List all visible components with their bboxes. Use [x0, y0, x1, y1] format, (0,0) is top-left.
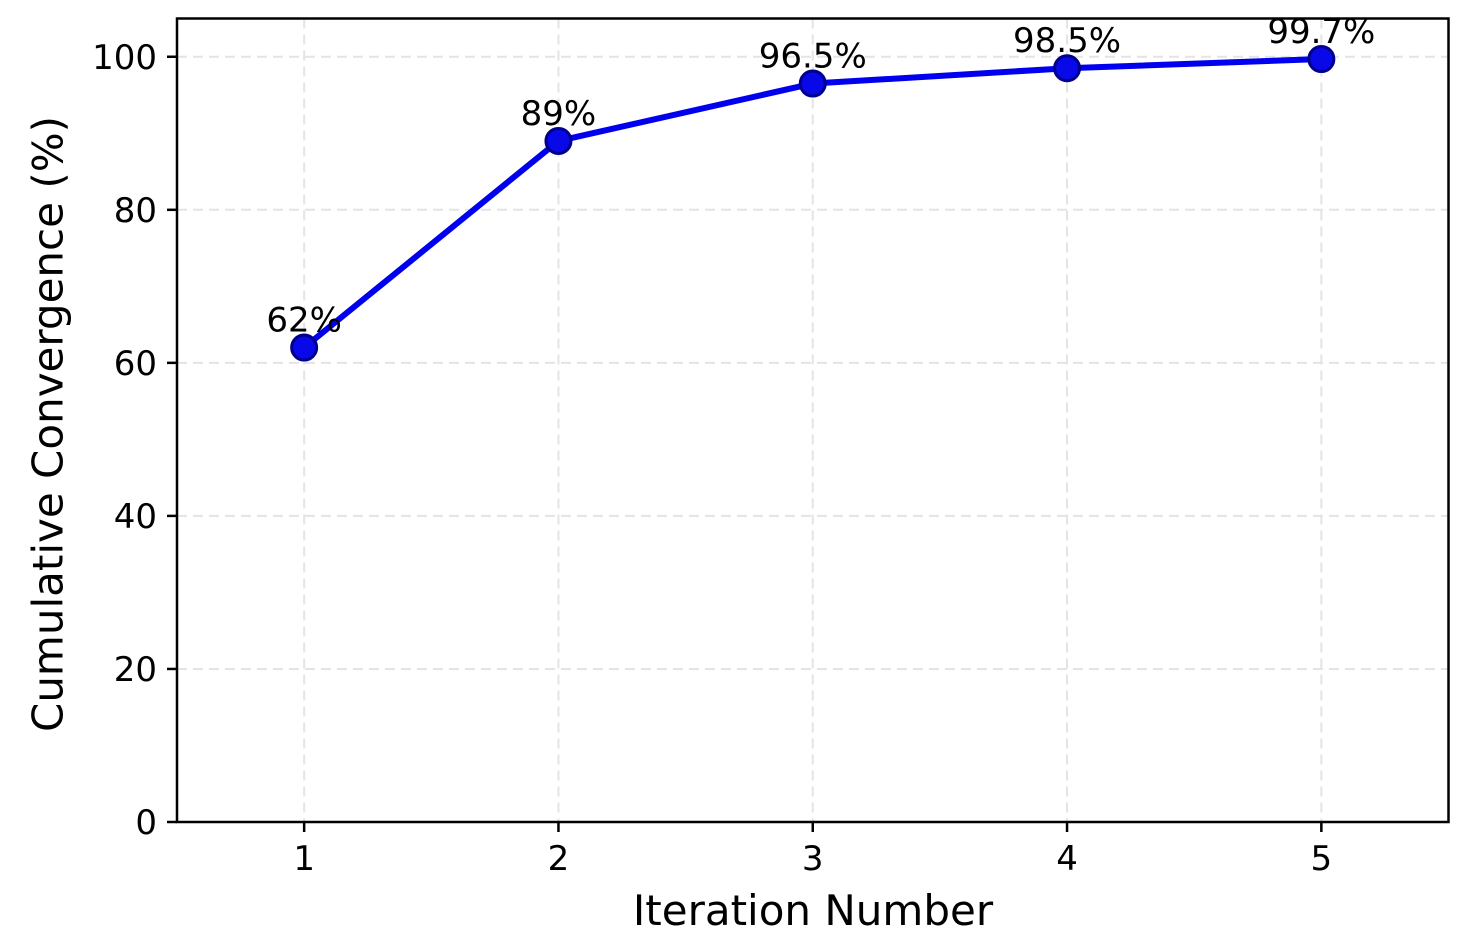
tick-marks: [167, 55, 1323, 832]
y-tick-label: 0: [135, 803, 157, 843]
y-tick-label: 20: [114, 650, 157, 690]
data-point-marker: [1053, 54, 1082, 83]
data-point-marker: [798, 69, 827, 98]
data-point-label: 96.5%: [759, 37, 867, 77]
grid-lines: [177, 18, 1449, 822]
data-point-label: 99.7%: [1267, 12, 1375, 52]
y-tick-label: 80: [114, 191, 157, 231]
y-tick-label: 60: [114, 344, 157, 384]
y-tick-label: 40: [114, 497, 157, 537]
y-tick-label: 100: [92, 38, 157, 78]
data-point-marker: [544, 126, 573, 155]
x-tick-label: 4: [1056, 839, 1078, 879]
data-point-marker: [290, 333, 319, 362]
data-point-label: 89%: [521, 94, 597, 134]
x-tick-label: 5: [1311, 839, 1333, 879]
data-point-label: 98.5%: [1013, 21, 1121, 61]
x-tick-label: 1: [293, 839, 315, 879]
data-point-label: 62%: [266, 301, 342, 341]
y-axis-label: Cumulative Convergence (%): [23, 115, 73, 733]
x-axis-label: Iteration Number: [632, 886, 994, 935]
x-tick-label: 3: [802, 839, 824, 879]
data-point-marker: [1307, 45, 1336, 74]
x-tick-label: 2: [548, 839, 570, 879]
